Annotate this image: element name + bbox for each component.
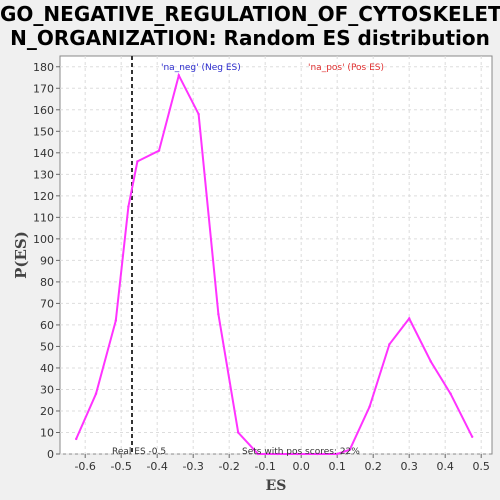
x-tick-label: 0.5: [472, 460, 490, 473]
y-axis-ticks: 0 10 20 30 40 50 60 70 80 90 100 110 120 130 140 150 160…: [33, 61, 60, 461]
x-tick-label: 0.2: [364, 460, 382, 473]
y-tick-label: 170: [33, 82, 54, 95]
y-tick-label: 150: [33, 125, 54, 138]
y-tick-label: 80: [40, 276, 54, 289]
data-point: [471, 436, 473, 438]
x-tick-label: -0.5: [110, 460, 131, 473]
x-tick-label: 0.0: [292, 460, 310, 473]
x-axis-label: ES: [266, 478, 287, 494]
y-axis-label: P(ES): [12, 231, 30, 279]
pos-scores-annotation: Sets with pos scores: 22%: [242, 447, 360, 457]
y-tick-label: 130: [33, 168, 54, 181]
data-point: [75, 438, 77, 440]
data-point: [95, 393, 97, 395]
y-tick-label: 20: [40, 405, 54, 418]
data-point: [388, 343, 390, 345]
y-tick-label: 60: [40, 319, 54, 332]
y-tick-label: 110: [33, 211, 54, 224]
y-tick-label: 10: [40, 426, 54, 439]
data-point: [115, 319, 117, 321]
x-tick-label: -0.2: [218, 460, 239, 473]
y-tick-label: 180: [33, 61, 54, 74]
y-tick-label: 30: [40, 383, 54, 396]
x-tick-label: 0.1: [328, 460, 346, 473]
data-point: [127, 205, 129, 207]
data-point: [178, 74, 180, 76]
x-tick-label: -0.6: [74, 460, 95, 473]
y-tick-label: 140: [33, 147, 54, 160]
y-tick-label: 0: [47, 448, 54, 461]
data-point: [136, 160, 138, 162]
data-point: [430, 360, 432, 362]
y-tick-label: 40: [40, 362, 54, 375]
x-tick-label: 0.4: [436, 460, 454, 473]
legend-pos: 'na_pos' (Pos ES): [308, 63, 384, 73]
data-point: [197, 113, 199, 115]
data-point: [237, 431, 239, 433]
y-tick-label: 50: [40, 340, 54, 353]
real-es-label: Real ES -0.5: [112, 447, 166, 457]
x-tick-label: 0.3: [400, 460, 418, 473]
legend-neg: 'na_neg' (Neg ES): [161, 63, 241, 73]
x-tick-label: -0.3: [182, 460, 203, 473]
data-point: [449, 393, 451, 395]
plot-area: [60, 56, 492, 454]
x-tick-label: -0.1: [254, 460, 275, 473]
y-tick-label: 160: [33, 104, 54, 117]
data-point: [158, 149, 160, 151]
y-tick-label: 90: [40, 254, 54, 267]
y-tick-label: 70: [40, 297, 54, 310]
x-tick-label: -0.4: [146, 460, 167, 473]
data-point: [408, 317, 410, 319]
y-tick-label: 120: [33, 190, 54, 203]
y-tick-label: 100: [33, 233, 54, 246]
data-point: [368, 405, 370, 407]
data-point: [217, 313, 219, 315]
